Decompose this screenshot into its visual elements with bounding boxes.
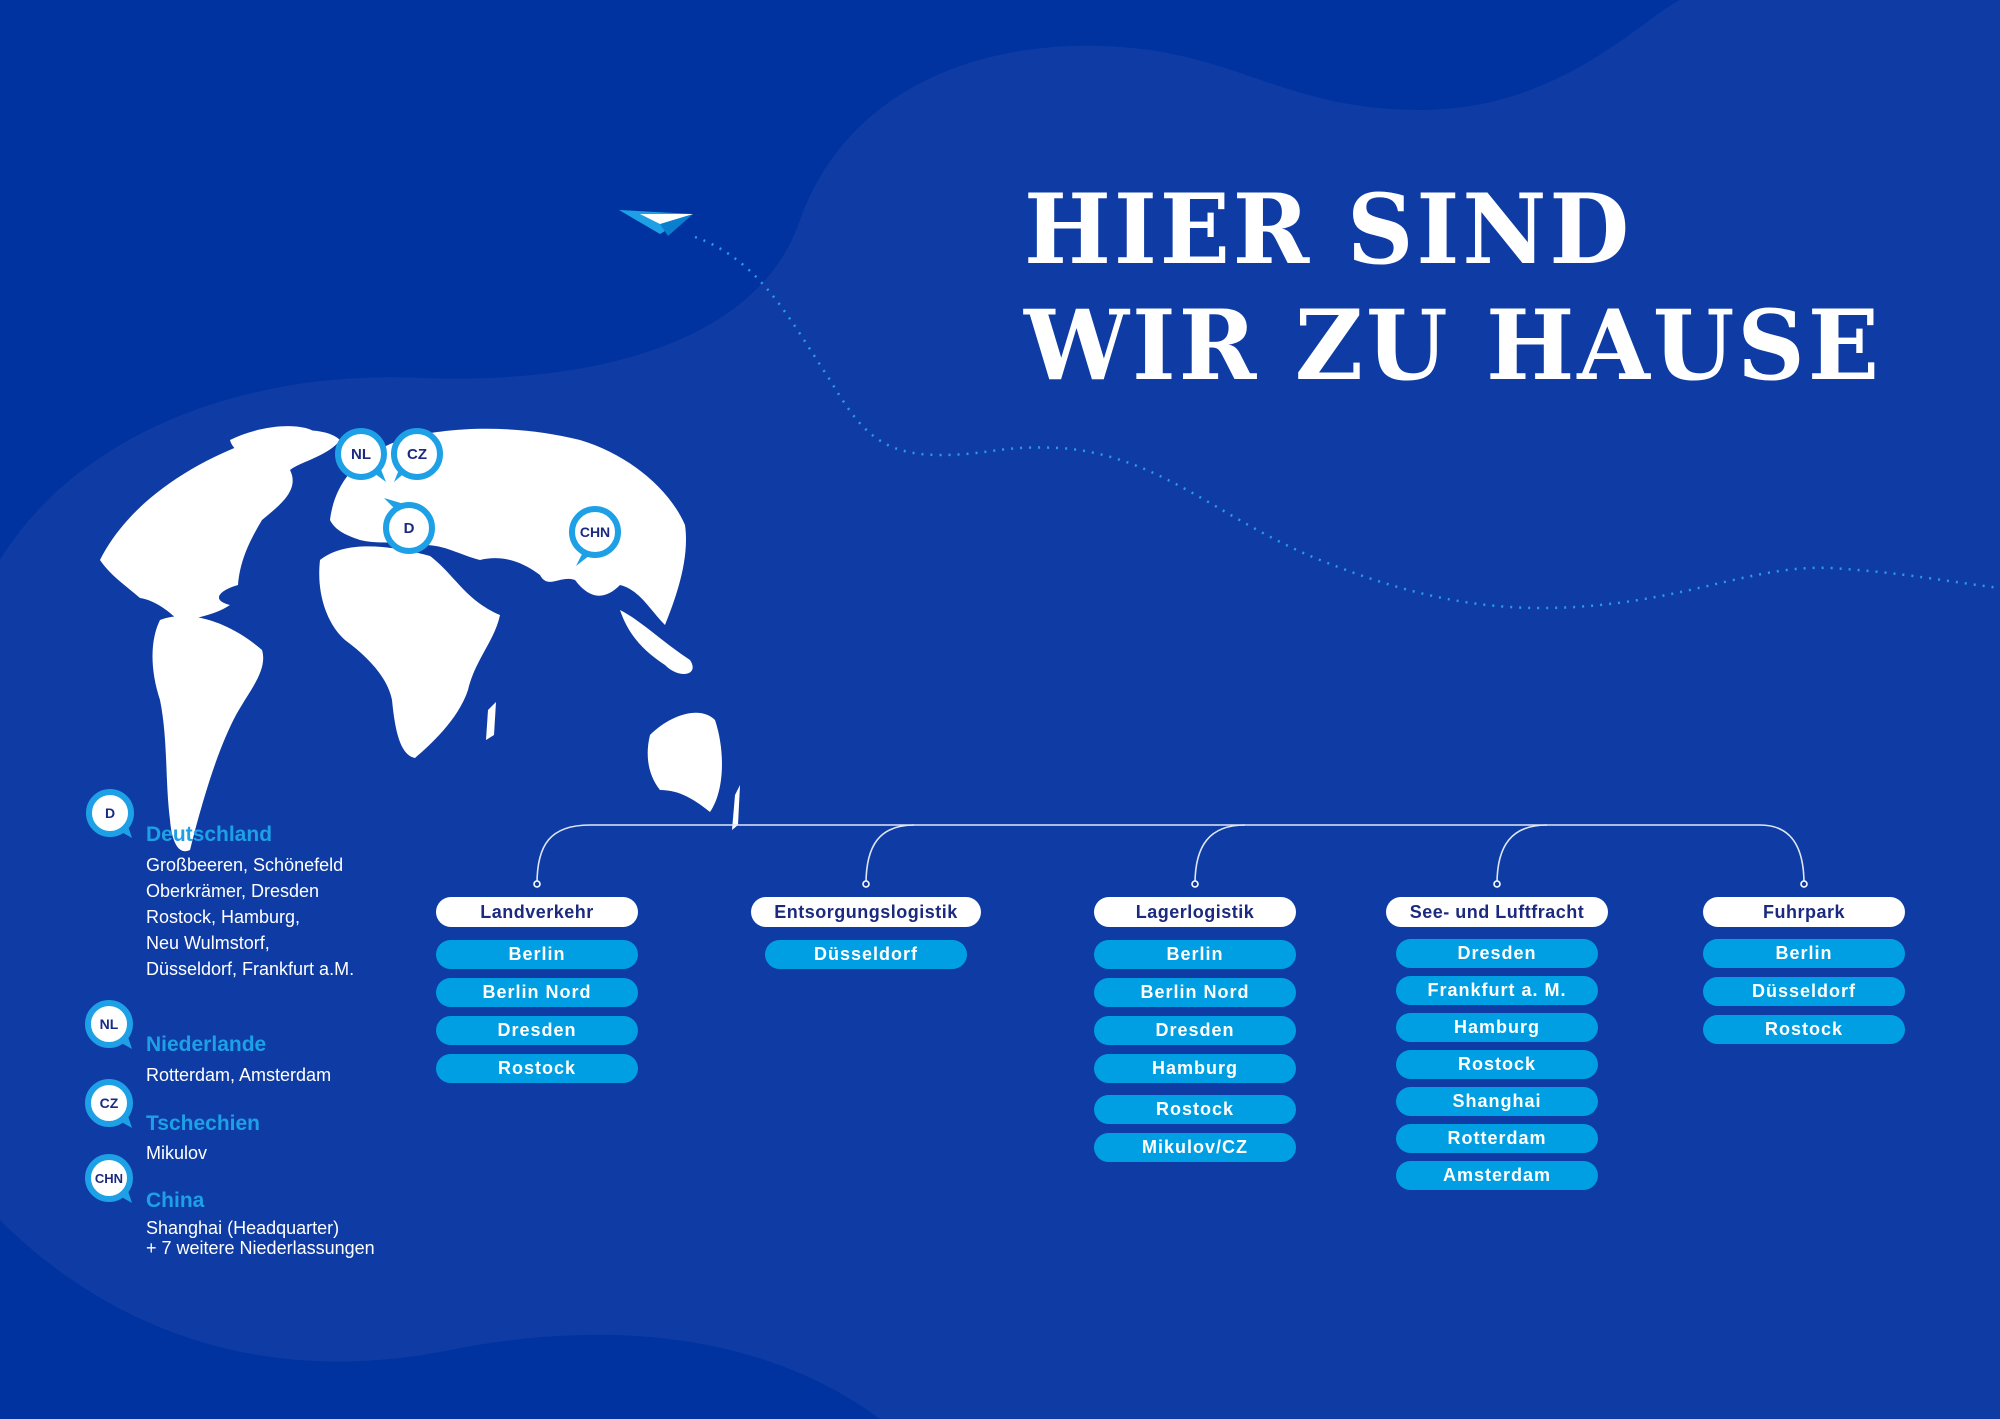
legend-marker-chn: CHN [85,1154,133,1203]
service-column-entsorgungslogistik: Entsorgungslogistik Düsseldorf [751,897,981,969]
legend-locations-niederlande: Rotterdam, Amsterdam [146,1062,331,1088]
svg-text:NL: NL [351,446,371,463]
service-column-fuhrpark: Fuhrpark Berlin Düsseldorf Rostock [1703,897,1905,1044]
legend-marker-cz: CZ [85,1079,133,1128]
service-header[interactable]: Lagerlogistik [1094,897,1296,927]
location-pill[interactable]: Rostock [1396,1050,1598,1079]
svg-text:CZ: CZ [100,1095,119,1111]
page-title-line-2: WIR ZU HAUSE [1024,289,1882,402]
legend-country-tschechien: Tschechien [146,1112,260,1135]
legend-country-niederlande: Niederlande [146,1033,267,1056]
service-column-see-und-luftfracht: See- und Luftfracht Dresden Frankfurt a.… [1386,897,1608,1190]
service-header[interactable]: Entsorgungslogistik [751,897,981,927]
paper-plane-icon [619,210,693,236]
location-pill[interactable]: Berlin [1703,939,1905,968]
legend-line: Düsseldorf, Frankfurt a.M. [146,959,355,979]
legend-locations-tschechien: Mikulov [146,1140,207,1166]
madagascar [486,702,496,740]
legend-locations-china: Shanghai (Headquarter) + 7 weitere Niede… [146,1218,375,1258]
location-pill[interactable]: Rostock [1703,1015,1905,1044]
map-marker-chn[interactable]: CHN [569,506,621,566]
location-pill[interactable]: Shanghai [1396,1087,1598,1116]
legend-locations-deutschland: Großbeeren, Schönefeld Oberkrämer, Dresd… [146,852,354,982]
location-pill[interactable]: Frankfurt a. M. [1396,976,1598,1005]
legend-markers: D NL CZ CHN [85,789,134,1203]
legend-line: Shanghai (Headquarter) [146,1218,340,1238]
svg-text:CHN: CHN [95,1171,123,1186]
southeast-asia [620,610,693,675]
legend-marker-d: D [86,789,134,838]
legend-line: Großbeeren, Schönefeld [146,855,344,875]
legend-line: Oberkrämer, Dresden [146,881,320,901]
svg-text:CHN: CHN [580,524,610,540]
svg-text:CZ: CZ [407,446,427,463]
service-header[interactable]: Landverkehr [436,897,638,927]
location-pill[interactable]: Düsseldorf [765,940,967,969]
location-pill[interactable]: Rostock [436,1054,638,1083]
location-pill[interactable]: Berlin Nord [436,978,638,1007]
org-tree-connectors [536,824,1805,885]
location-pill[interactable]: Dresden [1396,939,1598,968]
legend-marker-nl: NL [85,1000,133,1049]
legend-line: Neu Wulmstorf, [146,933,270,953]
map-marker-cz[interactable]: CZ [391,428,443,482]
africa [319,546,500,758]
greenland [230,426,315,460]
location-pill[interactable]: Hamburg [1396,1013,1598,1042]
location-pill[interactable]: Dresden [1094,1016,1296,1045]
location-pill[interactable]: Berlin [1094,940,1296,969]
location-pill[interactable]: Rotterdam [1396,1124,1598,1153]
legend-line: Rotterdam, Amsterdam [146,1065,332,1085]
legend-line: + 7 weitere Niederlassungen [146,1238,375,1258]
legend-line: Mikulov [146,1143,208,1163]
location-pill[interactable]: Hamburg [1094,1054,1296,1083]
location-pill[interactable]: Dresden [436,1016,638,1045]
new-zealand [732,785,740,830]
service-header[interactable]: See- und Luftfracht [1386,897,1608,927]
map-markers: NL CZ D CHN [335,428,621,566]
page-title-line-1: HIER SIND [1024,173,1632,286]
location-pill[interactable]: Düsseldorf [1703,977,1905,1006]
legend-line: Rostock, Hamburg, [146,907,301,927]
world-map [100,426,740,852]
australia [647,712,722,812]
svg-text:NL: NL [100,1016,119,1032]
north-america [100,430,340,622]
south-america [152,615,264,852]
map-marker-nl[interactable]: NL [335,428,387,482]
svg-text:D: D [404,520,415,537]
service-header[interactable]: Fuhrpark [1703,897,1905,927]
svg-text:D: D [105,805,115,821]
dotted-flight-path [694,235,2000,610]
legend-country-deutschland: Deutschland [146,823,273,846]
location-pill[interactable]: Mikulov/CZ [1094,1133,1296,1162]
service-column-lagerlogistik: Lagerlogistik Berlin Berlin Nord Dresden… [1094,897,1296,1162]
location-pill[interactable]: Amsterdam [1396,1161,1598,1190]
location-pill[interactable]: Berlin Nord [1094,978,1296,1007]
location-pill[interactable]: Berlin [436,940,638,969]
legend-country-china: China [146,1189,205,1212]
connector-dots [533,880,1808,888]
service-column-landverkehr: Landverkehr Berlin Berlin Nord Dresden R… [436,897,638,1083]
location-pill[interactable]: Rostock [1094,1095,1296,1124]
map-marker-d[interactable]: D [383,498,435,554]
